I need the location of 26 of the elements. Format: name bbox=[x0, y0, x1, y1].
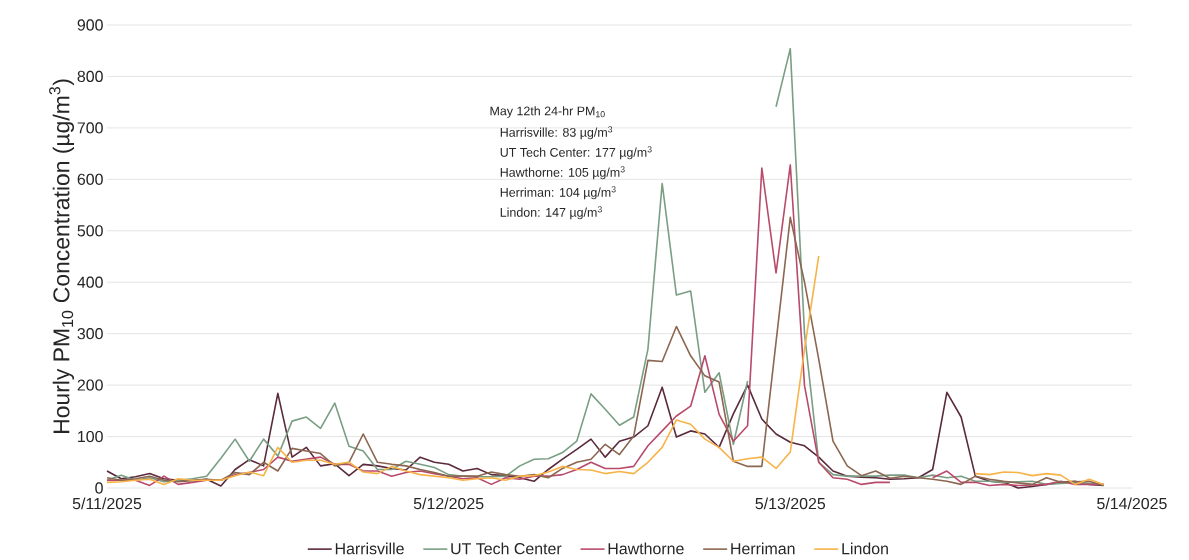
y-tick-label: 200 bbox=[77, 379, 103, 391]
y-tick-label: 800 bbox=[77, 70, 103, 83]
y-tick-label: 900 bbox=[77, 19, 103, 31]
x-tick-label: 5/11/2025 bbox=[72, 497, 142, 510]
annotation: Herriman: 104 µg/m$^{3}$ bbox=[500, 186, 616, 200]
annotation: Harrisville: 83 µg/m$^{3}$ bbox=[500, 126, 613, 140]
legend-label: Herriman bbox=[731, 542, 795, 555]
annotation: Lindon: 147 µg/m$^{3}$ bbox=[500, 206, 602, 220]
x-tick-label: 5/14/2025 bbox=[1097, 497, 1167, 510]
annotation: Hawthorne: 105 µg/m$^{3}$ bbox=[500, 166, 625, 180]
y-tick-label: 500 bbox=[77, 225, 103, 237]
y-tick-label: 300 bbox=[77, 328, 103, 340]
x-tick-label: 5/12/2025 bbox=[413, 497, 484, 510]
legend-label: UT Tech Center bbox=[451, 542, 562, 555]
annotation: May 12th 24-hr PM$_{10}$ bbox=[490, 106, 605, 118]
annotation: UT Tech Center: 177 µg/m$^{3}$ bbox=[500, 146, 652, 160]
legend-label: Hawthorne bbox=[608, 542, 684, 555]
y-tick-label: 700 bbox=[77, 122, 103, 134]
y-tick-label: 100 bbox=[78, 430, 103, 443]
legend-label: Harrisville bbox=[335, 542, 404, 555]
y-tick-label: 600 bbox=[77, 173, 103, 185]
legend-label: Lindon bbox=[842, 542, 888, 555]
y-tick-label: 0 bbox=[95, 482, 103, 494]
y-tick-label: 400 bbox=[77, 276, 103, 288]
x-tick-label: 5/13/2025 bbox=[755, 497, 826, 510]
y-axis-title: Hourly PM$_{10}$ Concentration (µg/m$^{3}$) bbox=[49, 79, 75, 434]
